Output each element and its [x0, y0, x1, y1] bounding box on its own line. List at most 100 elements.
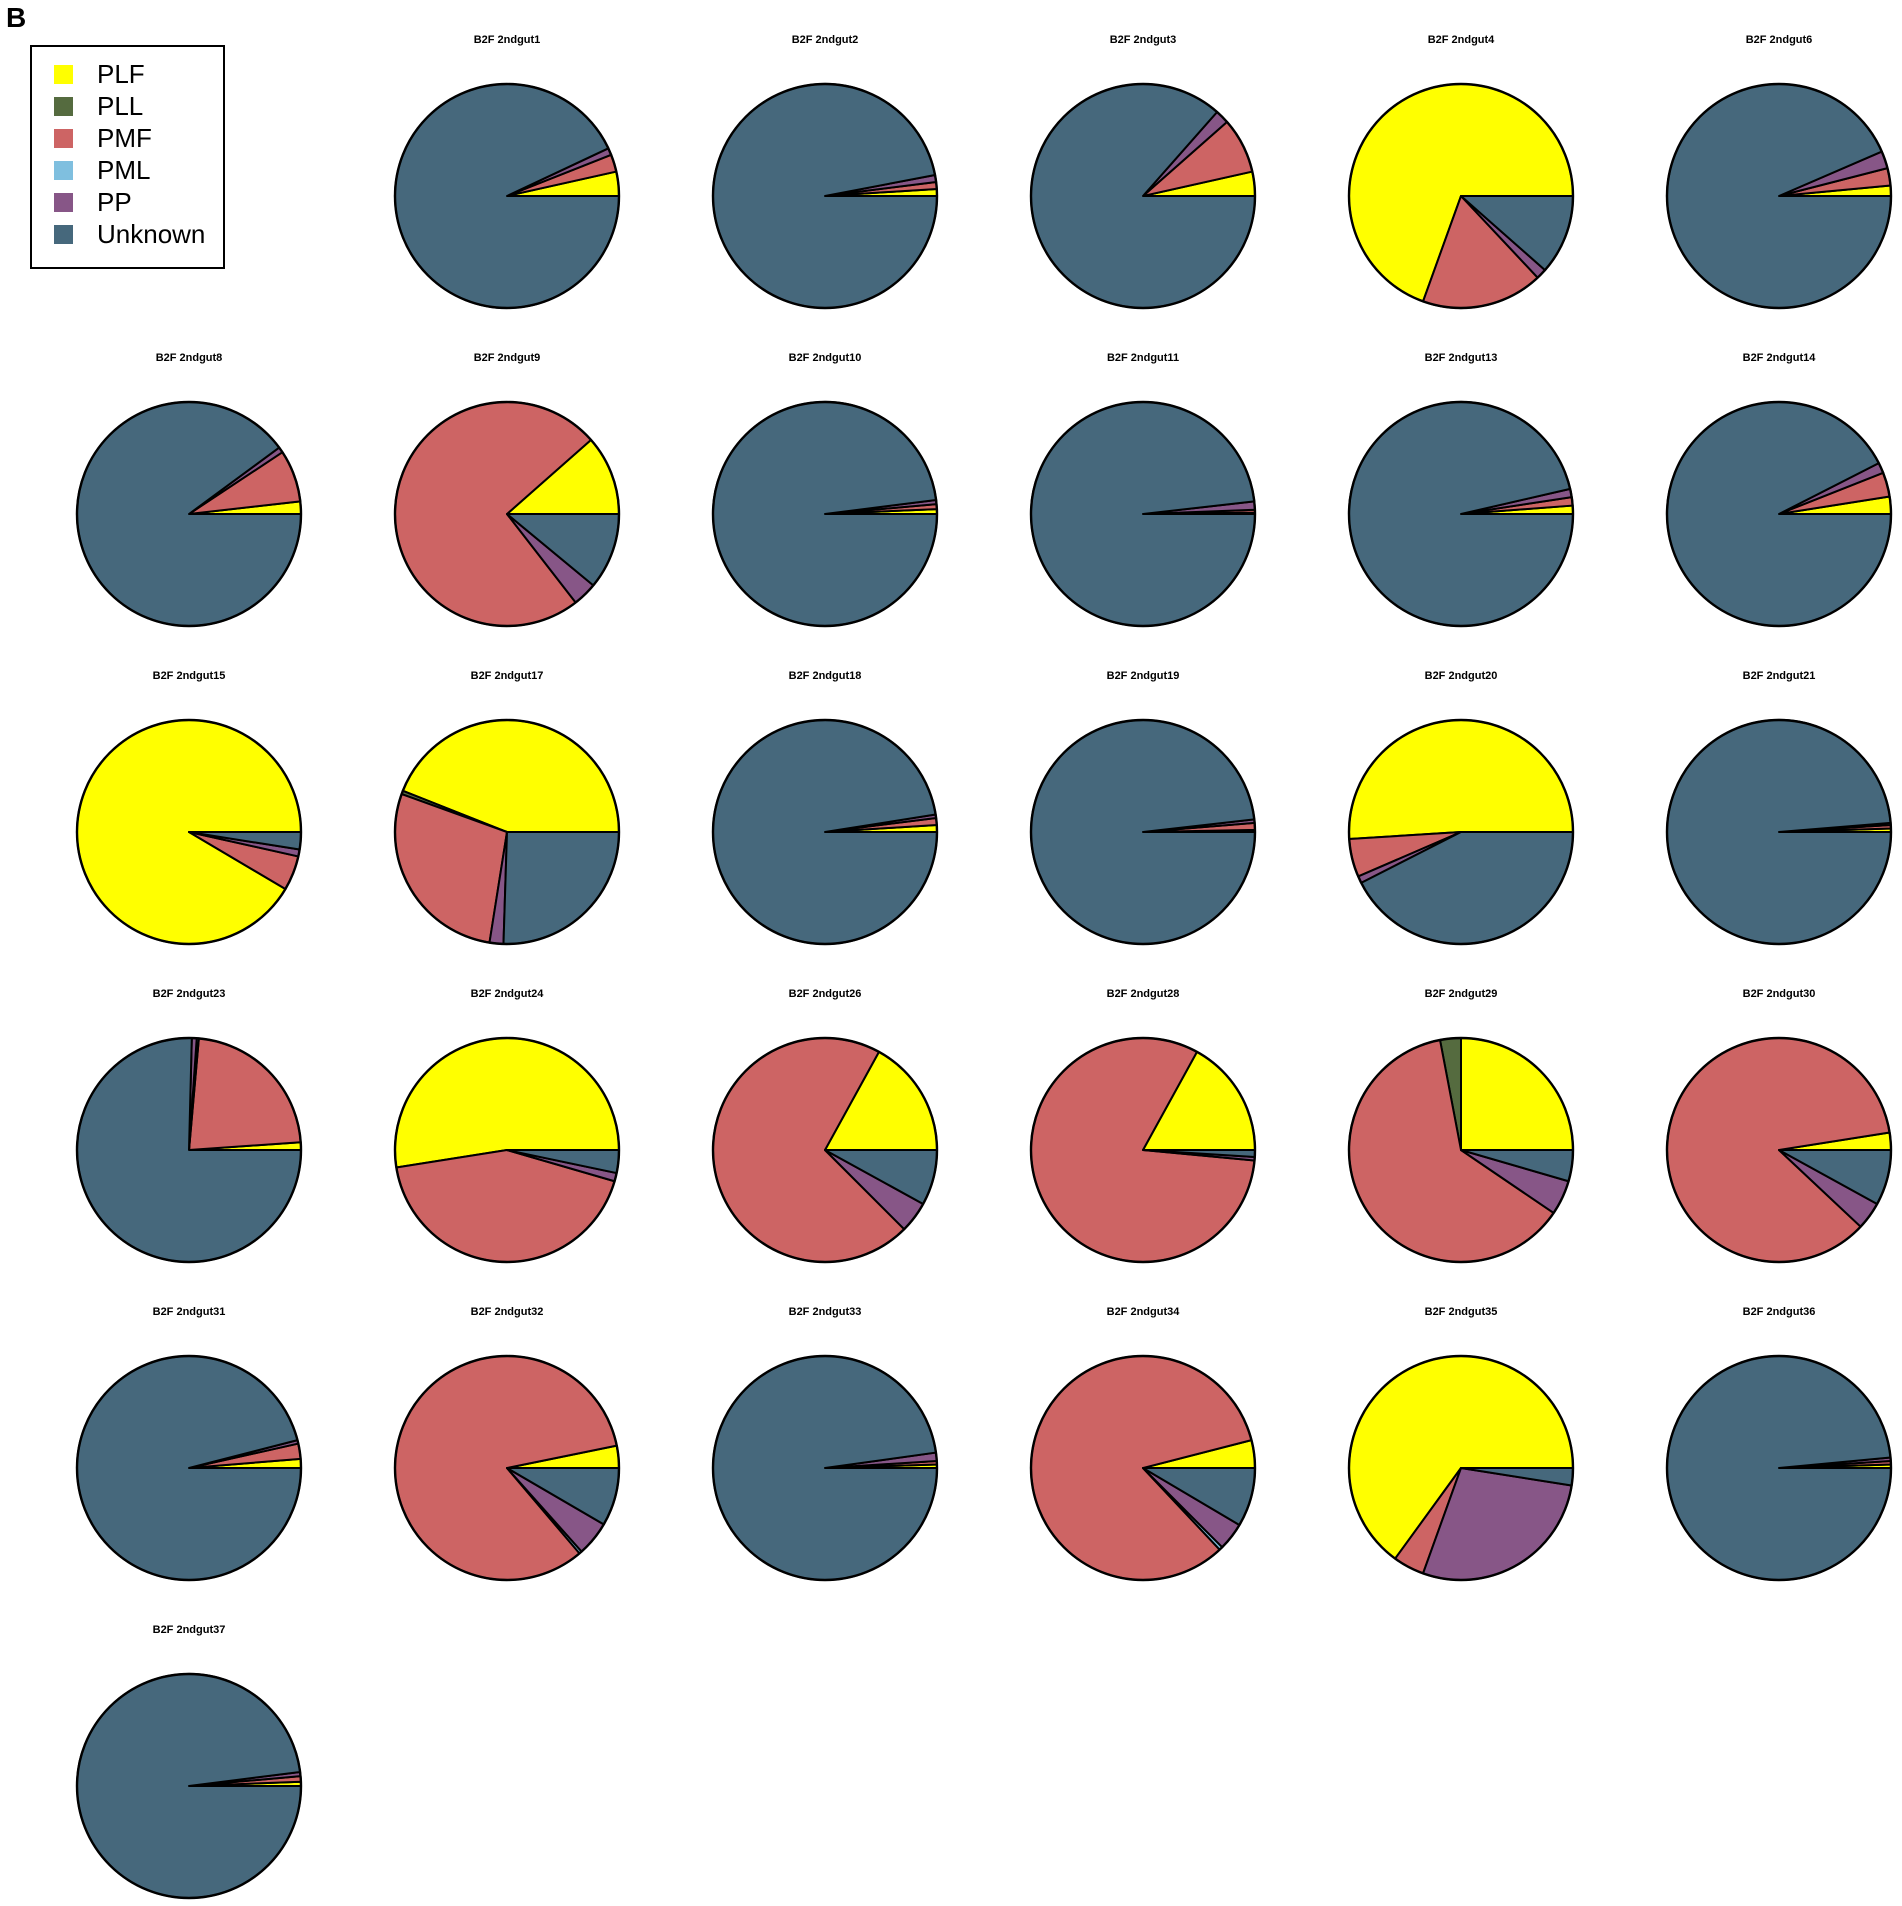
legend-item-pll: PLL: [54, 91, 143, 121]
pie-outline: [1029, 82, 1257, 310]
pie-b2f-2ndgut30: B2F 2ndgut30: [1665, 988, 1893, 1264]
pie-b2f-2ndgut11: B2F 2ndgut11: [1029, 352, 1257, 628]
pie-outline: [1029, 1354, 1257, 1582]
pie-outline: [1665, 1036, 1893, 1264]
pie-title: B2F 2ndgut30: [1743, 988, 1816, 1000]
pie-b2f-2ndgut33: B2F 2ndgut33: [711, 1306, 939, 1582]
pie-slice-unknown: [502, 831, 620, 945]
pie-b2f-2ndgut1: B2F 2ndgut1: [393, 34, 621, 310]
pie-title: B2F 2ndgut37: [153, 1624, 226, 1636]
pie-outline: [1347, 82, 1575, 310]
pie-b2f-2ndgut23: B2F 2ndgut23: [75, 988, 303, 1264]
pie-outline: [711, 718, 939, 946]
pie-b2f-2ndgut10: B2F 2ndgut10: [711, 352, 939, 628]
pie-b2f-2ndgut28: B2F 2ndgut28: [1029, 988, 1257, 1264]
legend-item-pp: PP: [54, 187, 132, 217]
legend-swatch-plf: [54, 64, 73, 84]
pie-title: B2F 2ndgut13: [1425, 352, 1498, 364]
legend-label-plf: PLF: [97, 59, 145, 89]
legend-swatch-pmf: [54, 128, 73, 148]
pie-outline: [1029, 400, 1257, 628]
legend-swatch-pp: [54, 192, 73, 212]
pie-outline: [75, 1672, 303, 1900]
legend-label-pll: PLL: [97, 91, 144, 121]
pie-title: B2F 2ndgut28: [1107, 988, 1180, 1000]
pie-outline: [1029, 1036, 1257, 1264]
pie-title: B2F 2ndgut35: [1425, 1306, 1498, 1318]
pie-b2f-2ndgut34: B2F 2ndgut34: [1029, 1306, 1257, 1582]
pie-title: B2F 2ndgut19: [1107, 670, 1180, 682]
pie-outline: [711, 1354, 939, 1582]
pie-title: B2F 2ndgut15: [153, 670, 226, 682]
panel-letter: B: [6, 2, 27, 33]
pie-outline: [1665, 400, 1893, 628]
pie-b2f-2ndgut8: B2F 2ndgut8: [75, 352, 303, 628]
pie-slice-plf: [1348, 719, 1574, 841]
legend-item-plf: PLF: [54, 59, 145, 89]
pie-outline: [75, 1036, 303, 1264]
pie-outline: [1347, 400, 1575, 628]
pie-title: B2F 2ndgut31: [153, 1306, 226, 1318]
pie-b2f-2ndgut14: B2F 2ndgut14: [1665, 352, 1893, 628]
pie-b2f-2ndgut2: B2F 2ndgut2: [711, 34, 939, 310]
pie-slice-plf: [1460, 1037, 1574, 1151]
pie-title: B2F 2ndgut33: [789, 1306, 862, 1318]
pie-b2f-2ndgut36: B2F 2ndgut36: [1665, 1306, 1893, 1582]
pie-outline: [1665, 718, 1893, 946]
pie-outline: [1347, 1354, 1575, 1582]
pie-b2f-2ndgut31: B2F 2ndgut31: [75, 1306, 303, 1582]
legend: PLF PLL PMF PML PP Unknown: [30, 45, 225, 269]
pie-outline: [393, 82, 621, 310]
legend-swatch-unknown: [54, 224, 73, 244]
pie-outline: [1347, 718, 1575, 946]
pie-title: B2F 2ndgut36: [1743, 1306, 1816, 1318]
pie-title: B2F 2ndgut29: [1425, 988, 1498, 1000]
pie-title: B2F 2ndgut34: [1107, 1306, 1181, 1318]
pie-title: B2F 2ndgut26: [789, 988, 862, 1000]
pie-b2f-2ndgut17: B2F 2ndgut17: [393, 670, 621, 946]
pie-title: B2F 2ndgut8: [156, 352, 223, 364]
pie-outline: [711, 82, 939, 310]
pie-b2f-2ndgut20: B2F 2ndgut20: [1347, 670, 1575, 946]
pie-title: B2F 2ndgut24: [471, 988, 545, 1000]
pie-outline: [393, 718, 621, 946]
pie-b2f-2ndgut26: B2F 2ndgut26: [711, 988, 939, 1264]
legend-label-unknown: Unknown: [97, 219, 206, 249]
pie-b2f-2ndgut6: B2F 2ndgut6: [1665, 34, 1893, 310]
pie-outline: [393, 1036, 621, 1264]
pie-b2f-2ndgut29: B2F 2ndgut29: [1347, 988, 1575, 1264]
pie-title: B2F 2ndgut11: [1107, 352, 1179, 364]
legend-label-pp: PP: [97, 187, 132, 217]
pie-outline: [1665, 1354, 1893, 1582]
pie-outline: [393, 1354, 621, 1582]
pie-outline: [711, 400, 939, 628]
pie-title: B2F 2ndgut23: [153, 988, 226, 1000]
pie-title: B2F 2ndgut9: [474, 352, 541, 364]
legend-item-pmf: PMF: [54, 123, 152, 153]
pie-slice-plf: [394, 1036, 620, 1169]
legend-swatch-pll: [54, 96, 73, 116]
pie-b2f-2ndgut19: B2F 2ndgut19: [1029, 670, 1257, 946]
pie-b2f-2ndgut21: B2F 2ndgut21: [1665, 670, 1893, 946]
pie-title: B2F 2ndgut4: [1428, 34, 1495, 46]
pie-b2f-2ndgut4: B2F 2ndgut4: [1347, 34, 1575, 310]
pie-title: B2F 2ndgut2: [792, 34, 859, 46]
pie-b2f-2ndgut18: B2F 2ndgut18: [711, 670, 939, 946]
pie-title: B2F 2ndgut10: [789, 352, 862, 364]
legend-label-pmf: PMF: [97, 123, 152, 153]
legend-swatch-pml: [54, 160, 73, 180]
pie-b2f-2ndgut37: B2F 2ndgut37: [75, 1624, 303, 1900]
pie-b2f-2ndgut9: B2F 2ndgut9: [393, 352, 621, 628]
pie-title: B2F 2ndgut21: [1743, 670, 1816, 682]
pie-title: B2F 2ndgut18: [789, 670, 862, 682]
pie-b2f-2ndgut24: B2F 2ndgut24: [393, 988, 621, 1264]
legend-label-pml: PML: [97, 155, 151, 185]
pie-b2f-2ndgut32: B2F 2ndgut32: [393, 1306, 621, 1582]
pie-outline: [1665, 82, 1893, 310]
pie-slice-pmf: [188, 1037, 302, 1151]
pie-outline: [393, 400, 621, 628]
pie-title: B2F 2ndgut20: [1425, 670, 1498, 682]
pie-b2f-2ndgut35: B2F 2ndgut35: [1347, 1306, 1575, 1582]
pie-title: B2F 2ndgut3: [1110, 34, 1177, 46]
